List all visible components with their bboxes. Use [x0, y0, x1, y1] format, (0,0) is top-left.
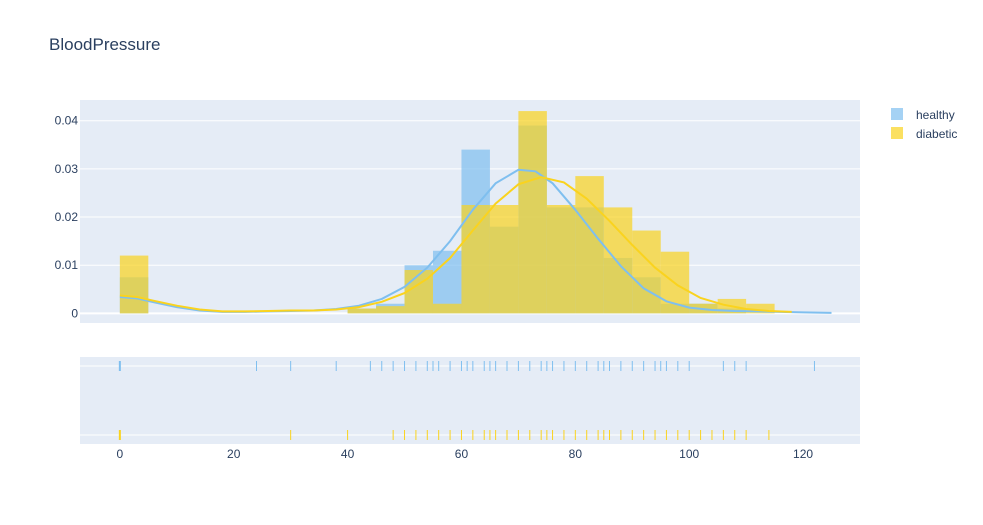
bar-diabetic — [119, 255, 149, 314]
rug-plot-area — [80, 357, 860, 444]
legend-item-diabetic[interactable]: diabetic — [891, 127, 957, 141]
legend: healthy diabetic — [891, 108, 957, 141]
legend-label-diabetic: diabetic — [916, 127, 957, 141]
y-axis-ticks: 0 0.01 0.02 0.03 0.04 — [55, 114, 79, 321]
legend-label-healthy: healthy — [916, 108, 955, 122]
bar-diabetic — [603, 207, 633, 314]
bar-diabetic — [575, 176, 604, 314]
bar-diabetic — [376, 306, 405, 314]
bar-diabetic — [518, 111, 547, 314]
x-tick-label: 120 — [793, 447, 813, 461]
bar-diabetic — [489, 204, 519, 314]
kde-curve-diabetic — [119, 176, 792, 313]
bar-diabetic — [746, 303, 775, 314]
bar-diabetic — [347, 308, 377, 314]
x-tick-label: 0 — [117, 447, 124, 461]
y-tick-label: 0.02 — [55, 210, 79, 224]
x-tick-label: 60 — [455, 447, 469, 461]
x-tick-label: 100 — [679, 447, 699, 461]
bar-diabetic — [632, 230, 661, 314]
y-tick-label: 0 — [71, 306, 78, 320]
bar-diabetic — [432, 303, 462, 314]
density-curves — [119, 168, 832, 314]
x-tick-label: 40 — [341, 447, 355, 461]
legend-swatch-diabetic — [891, 127, 903, 139]
histogram-bars — [119, 111, 775, 314]
x-tick-label: 20 — [227, 447, 241, 461]
rug-gridlines — [80, 365, 860, 436]
chart-title: BloodPressure — [49, 35, 161, 54]
x-axis-ticks: 0 20 40 60 80 100 120 — [117, 447, 814, 461]
y-tick-label: 0.04 — [55, 114, 79, 128]
y-tick-label: 0.01 — [55, 258, 79, 272]
legend-swatch-healthy — [891, 108, 903, 120]
bar-diabetic — [461, 204, 490, 314]
bar-diabetic — [546, 204, 576, 314]
rug-marks — [118, 361, 815, 440]
legend-item-healthy[interactable]: healthy — [891, 108, 955, 122]
y-tick-label: 0.03 — [55, 162, 79, 176]
x-tick-label: 80 — [569, 447, 583, 461]
